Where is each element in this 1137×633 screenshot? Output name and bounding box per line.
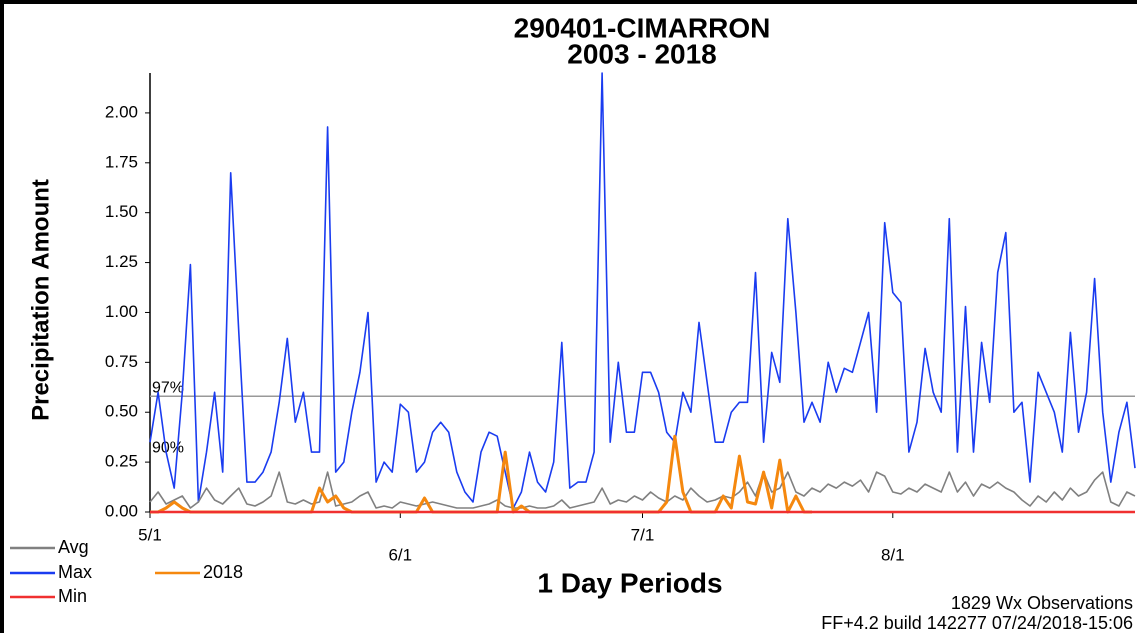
y-tick-label: 0.50 xyxy=(105,402,138,421)
legend-label: Min xyxy=(58,586,87,606)
reference-label: 97% xyxy=(152,379,184,396)
reference-label: 90% xyxy=(152,439,184,456)
chart-title: 290401-CIMARRON xyxy=(514,12,771,43)
y-tick-label: 0.75 xyxy=(105,352,138,371)
x-axis-label: 1 Day Periods xyxy=(537,567,722,598)
y-tick-label: 0.00 xyxy=(105,501,138,520)
y-tick-label: 1.25 xyxy=(105,252,138,271)
y-tick-label: 1.75 xyxy=(105,152,138,171)
x-tick-label: 6/1 xyxy=(388,545,412,564)
series-line xyxy=(149,72,1136,509)
y-axis-label: Precipitation Amount xyxy=(27,179,54,421)
y-tick-label: 0.25 xyxy=(105,452,138,471)
legend-label: 2018 xyxy=(203,562,243,582)
x-tick-label: 5/1 xyxy=(138,525,162,544)
y-tick-label: 1.50 xyxy=(105,202,138,221)
chart-subtitle: 2003 - 2018 xyxy=(567,38,716,69)
legend-label: Max xyxy=(58,562,92,582)
x-tick-label: 7/1 xyxy=(631,525,655,544)
x-tick-label: 8/1 xyxy=(881,545,905,564)
footer: 1829 Wx Observations xyxy=(951,593,1133,613)
y-tick-label: 1.00 xyxy=(105,302,138,321)
y-tick-label: 2.00 xyxy=(105,102,138,121)
footer: FF+4.2 build 142277 07/24/2018-15:06 xyxy=(821,613,1133,633)
legend-label: Avg xyxy=(58,537,89,557)
